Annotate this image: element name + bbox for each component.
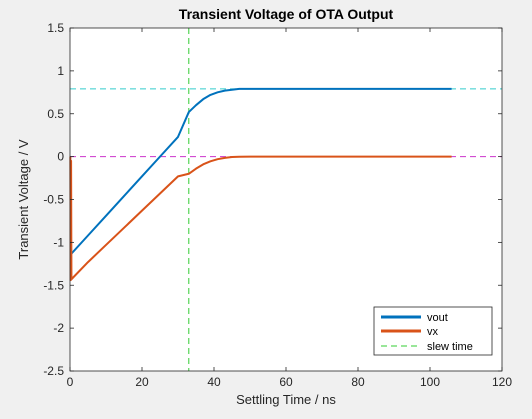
x-tick-label: 60 [279,375,293,389]
x-tick-label: 40 [207,375,221,389]
x-tick-label: 0 [67,375,74,389]
legend-label-slew-time: slew time [427,341,473,353]
chart-title: Transient Voltage of OTA Output [179,6,394,22]
y-tick-label: 0 [57,150,64,164]
legend-label-vout: vout [427,312,448,324]
legend-label-vx: vx [427,326,439,338]
x-tick-label: 20 [135,375,149,389]
y-tick-label: 0.5 [47,107,64,121]
ticks: 0 20 40 60 80 100 120 -2.5 -2 -1.5 -1 -0.5 0 0.5 1 1.5 [43,21,512,389]
legend: vout vx slew time [373,306,493,356]
x-tick-label: 80 [351,375,365,389]
y-tick-label: 1 [57,64,64,78]
y-tick-label: 1.5 [47,21,64,35]
y-tick-label: -2.5 [43,364,64,378]
x-tick-label: 120 [492,375,512,389]
y-tick-label: -1.5 [43,278,64,292]
x-tick-label: 100 [420,375,440,389]
y-tick-label: -1 [53,235,64,249]
series-line-vout [69,87,452,256]
y-tick-label: -2 [53,321,64,335]
series-layer [69,87,452,282]
y-tick-label: -0.5 [43,193,64,207]
y-axis-label: Transient Voltage / V [16,139,31,260]
x-axis-label: Settling Time / ns [236,392,336,407]
series-line-vx [69,155,452,282]
